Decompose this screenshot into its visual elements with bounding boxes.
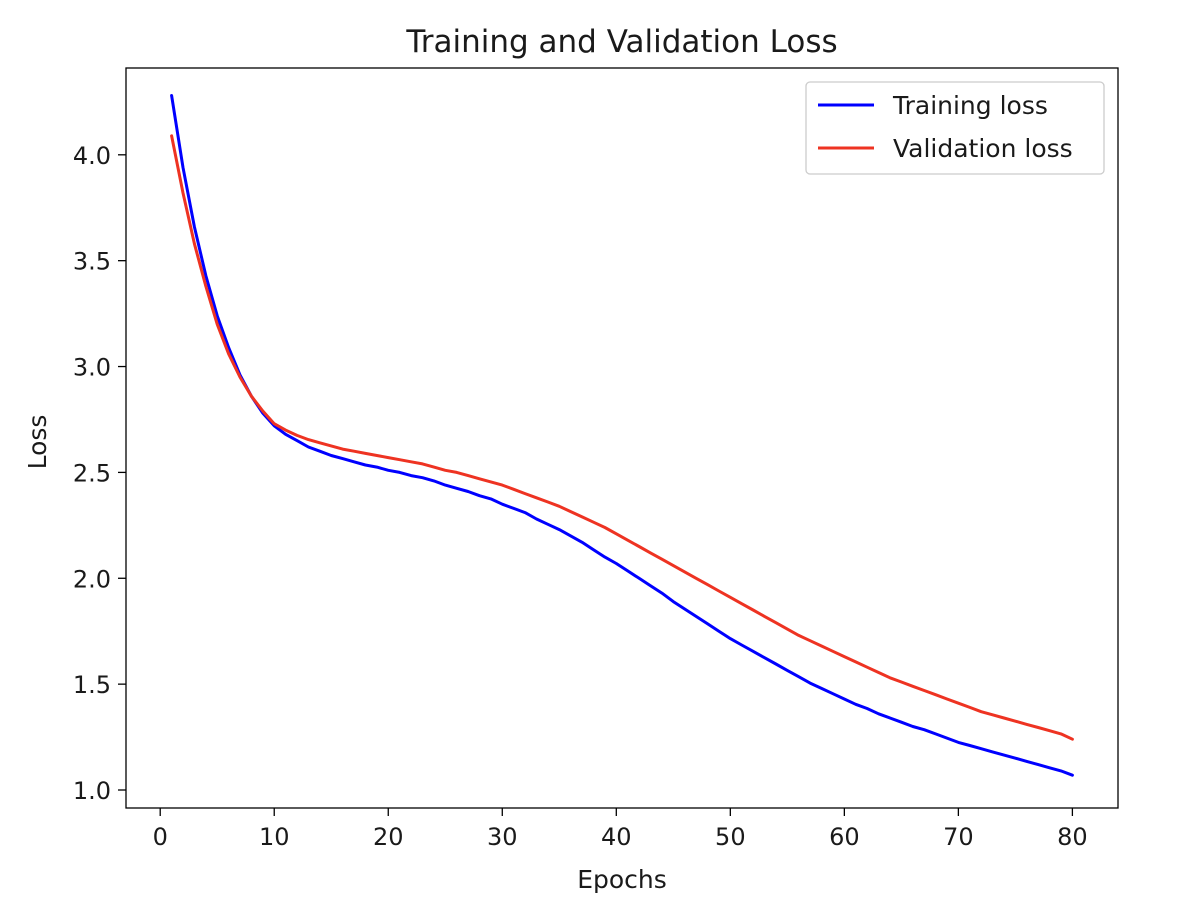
legend: Training loss Validation loss [805, 81, 1105, 175]
y-tick-label: 2.0 [73, 565, 111, 593]
plot-frame [125, 67, 1119, 809]
y-axis-label: Loss [23, 415, 52, 470]
x-tick-label: 50 [715, 823, 746, 851]
x-axis-label: Epochs [577, 865, 667, 894]
legend-box [805, 81, 1105, 175]
x-tick-label: 80 [1057, 823, 1088, 851]
y-tick-label: 1.0 [73, 777, 111, 805]
y-tick-label: 1.5 [73, 671, 111, 699]
series-layer [170, 94, 1074, 777]
x-tick-label: 60 [829, 823, 860, 851]
y-axis-ticks: 1.0 1.5 2.0 2.5 3.0 3.5 4.0 [73, 142, 126, 805]
y-tick-label: 4.0 [73, 142, 111, 170]
chart-title: Training and Validation Loss [405, 24, 837, 60]
x-tick-label: 20 [373, 823, 404, 851]
x-tick-label: 40 [601, 823, 632, 851]
y-tick-label: 3.5 [73, 248, 111, 276]
legend-label-validation-loss: Validation loss [893, 134, 1073, 163]
x-tick-label: 10 [259, 823, 290, 851]
series-line-training-loss [170, 94, 1074, 777]
series-line-validation-loss [170, 134, 1074, 741]
x-tick-label: 0 [153, 823, 168, 851]
x-tick-label: 70 [943, 823, 974, 851]
x-tick-label: 30 [487, 823, 518, 851]
y-tick-label: 2.5 [73, 459, 111, 487]
x-axis-ticks: 0 10 20 30 40 50 60 70 80 [153, 808, 1088, 851]
y-tick-label: 3.0 [73, 354, 111, 382]
legend-label-training-loss: Training loss [892, 91, 1048, 120]
